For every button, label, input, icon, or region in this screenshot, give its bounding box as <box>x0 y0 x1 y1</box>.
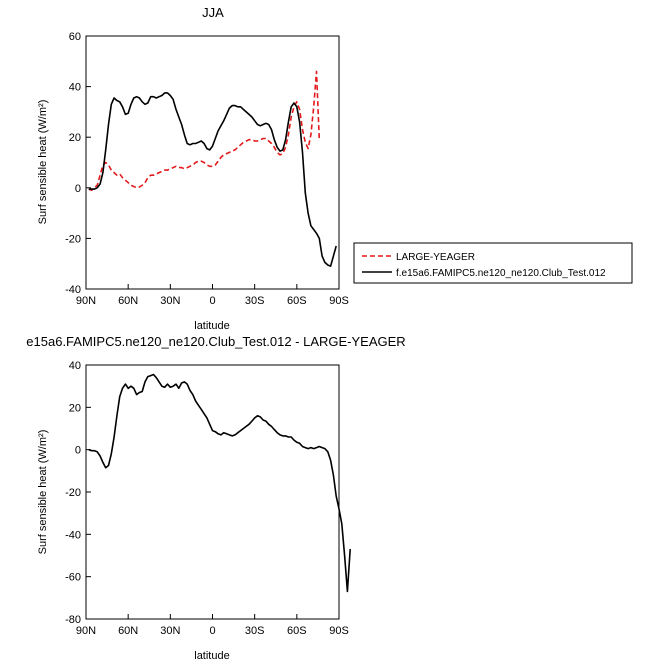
legend-label-club-test: f.e15a6.FAMIPC5.ne120_ne120.Club_Test.01… <box>396 268 606 279</box>
y-tick-label: 40 <box>69 360 81 372</box>
y-tick-label: -40 <box>65 284 81 296</box>
y-tick-label: -60 <box>65 572 81 584</box>
y-tick-label: -20 <box>65 487 81 499</box>
y-tick-label: -80 <box>65 614 81 626</box>
y-tick-label: 40 <box>69 82 81 94</box>
chart-top-series-group <box>88 70 337 267</box>
chart-top-frame <box>85 35 340 290</box>
y-tick-label: 60 <box>69 31 81 43</box>
x-tick-label: 60S <box>287 625 307 637</box>
chart-top-x-ticks: 90N 60N 30N 0 30S 60S 90S <box>76 284 349 307</box>
chart-top-legend: LARGE-YEAGER f.e15a6.FAMIPC5.ne120_ne120… <box>353 242 633 284</box>
x-tick-label: 30S <box>245 625 265 637</box>
chart-bottom-series-group <box>88 373 351 593</box>
y-tick-label: 0 <box>75 445 81 457</box>
x-tick-label: 90N <box>76 625 96 637</box>
series-line-large-yeager <box>88 70 321 192</box>
chart-top-y-ticks: -40 -20 0 20 40 60 <box>65 31 91 296</box>
chart-top-x-axis-label: latitude <box>194 320 229 332</box>
y-tick-label: 20 <box>69 132 81 144</box>
chart-bottom-title: e15a6.FAMIPC5.ne120_ne120.Club_Test.012 … <box>26 334 405 349</box>
chart-bottom-frame <box>85 364 340 620</box>
y-tick-label: 20 <box>69 402 81 414</box>
chart-top-y-axis-label: Surf sensible heat (W/m²) <box>37 100 49 225</box>
y-tick-label: 0 <box>75 183 81 195</box>
series-line-difference <box>88 373 351 593</box>
y-tick-label: -40 <box>65 529 81 541</box>
legend-frame <box>353 242 633 284</box>
chart-bottom: e15a6.FAMIPC5.ne120_ne120.Club_Test.012 … <box>26 334 405 662</box>
chart-bottom-y-ticks: -80 -60 -40 -20 0 20 40 <box>65 360 91 626</box>
x-tick-label: 0 <box>209 295 215 307</box>
chart-top: JJA 90N 60N 30N 0 30S 60S 90S -40 -20 0 20 40 60 la… <box>37 5 633 332</box>
x-tick-label: 90S <box>329 625 349 637</box>
chart-bottom-x-ticks: 90N 60N 30N 0 30S 60S 90S <box>76 614 349 637</box>
legend-label-large-yeager: LARGE-YEAGER <box>396 252 475 263</box>
x-tick-label: 30N <box>160 625 180 637</box>
x-tick-label: 90N <box>76 295 96 307</box>
chart-top-title: JJA <box>202 5 224 20</box>
chart-bottom-y-axis-label: Surf sensible heat (W/m²) <box>37 430 49 555</box>
x-tick-label: 30S <box>245 295 265 307</box>
chart-top-plot-area <box>85 35 340 290</box>
x-tick-label: 60N <box>118 625 138 637</box>
y-tick-label: -20 <box>65 233 81 245</box>
chart-bottom-x-axis-label: latitude <box>194 650 229 662</box>
x-tick-label: 90S <box>329 295 349 307</box>
x-tick-label: 60S <box>287 295 307 307</box>
chart-bottom-plot-area <box>85 364 351 620</box>
x-tick-label: 30N <box>160 295 180 307</box>
series-line-club-test <box>88 92 337 267</box>
x-tick-label: 0 <box>209 625 215 637</box>
x-tick-label: 60N <box>118 295 138 307</box>
